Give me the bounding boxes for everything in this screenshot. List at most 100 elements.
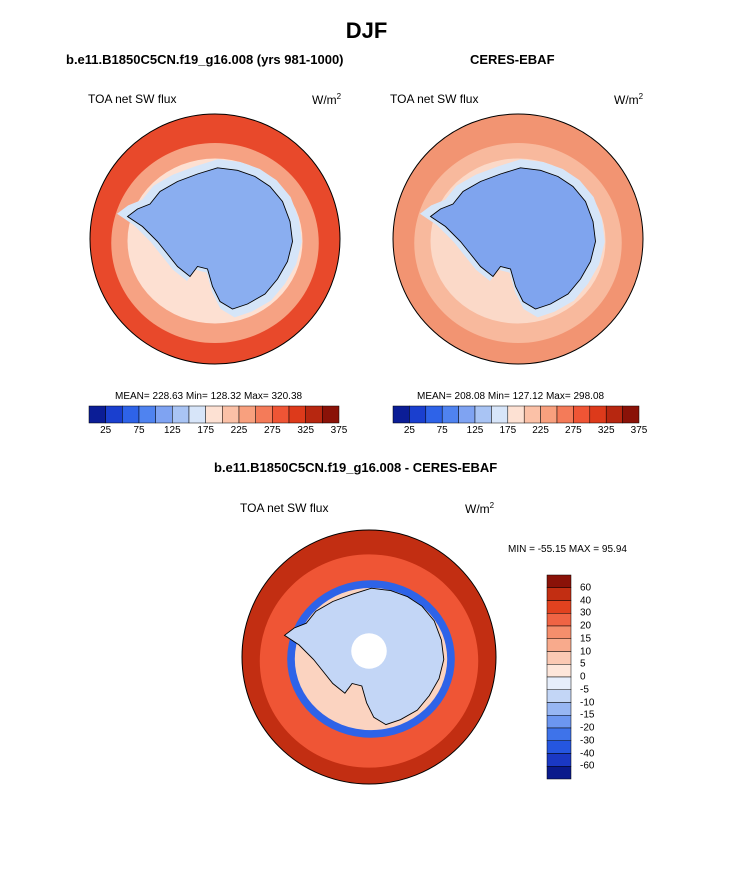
panel-1-colorbar-tick-label: 75 [133,425,145,436]
panel-2-stats: MEAN= 208.08 Min= 127.12 Max= 298.08 [417,391,605,402]
panel-1-map-border [89,113,341,365]
panel-1-colorbar-box [205,405,223,424]
diff-colorbar-tick-label: -10 [580,697,595,708]
panel-2-colorbar-tick-label: 125 [466,425,484,436]
diff-panel-variable: TOA net SW flux [240,501,329,515]
diff-colorbar-tick-label: -20 [580,722,595,734]
panel-1-colorbar-tick-label: 375 [330,425,348,436]
panel-2-title: CERES-EBAF [470,52,555,67]
panel-1-colorbar-tick-label: 25 [100,425,112,436]
diff-pole-area [351,633,387,669]
diff-map-border [241,529,497,785]
panel-2-colorbar-box [409,405,427,424]
panel-1-colorbar-box [138,405,156,424]
panel-2-colorbar-box [622,405,640,424]
panel-2-colorbar-tick-label: 75 [436,425,448,436]
panel-2-colorbar-box [605,405,623,424]
panel-2-colorbar [392,405,640,424]
panel-1-colorbar-box [222,405,240,424]
diff-colorbar-box [546,689,572,703]
panel-2-colorbar-box [474,405,492,424]
panel-1-colorbar-ticks: 25 75 125 175 225 275 325 375 [89,423,347,439]
panel-2-colorbar-box [507,405,525,424]
diff-colorbar-box [546,740,572,754]
diff-colorbar-labels: 60 40 30 20 15 10 5 0 -5 -10 -15 -20 -30 -40 -60 [580,575,620,779]
panel-1-title: b.e11.B1850C5CN.f19_g16.008 (yrs 981-100… [66,52,344,67]
panel-1-antarctica-coastline [126,167,293,310]
panel-1-colorbar-box [105,405,123,424]
panel-1-colorbar-box [288,405,306,424]
diff-colorbar-tick-label: 20 [580,620,592,632]
diff-colorbar-box [546,664,572,678]
panel-1-colorbar-tick-label: 175 [197,425,215,436]
panel-1-colorbar-box [255,405,273,424]
panel-2-colorbar-box [392,405,410,424]
panel-1-colorbar-tick-label: 125 [163,425,181,436]
panel-2-colorbar-tick-label: 175 [499,425,517,436]
panel-1-colorbar-tick-label: 275 [263,425,281,436]
diff-colorbar-box [546,727,572,741]
panel-1-colorbar-box [122,405,140,424]
diff-panel-title: b.e11.B1850C5CN.f19_g16.008 - CERES-EBAF [214,460,498,475]
panel-2-colorbar-box [589,405,607,424]
diff-colorbar-tick-label: -15 [580,709,595,721]
panel-1-colorbar-box [272,405,290,424]
diff-colorbar-box [546,638,572,652]
panel-1-colorbar-tick-label: 325 [297,425,315,436]
diff-colorbar-tick-label: 0 [580,671,586,683]
panel-1-units: W/m2 [312,92,342,107]
panel-1-colorbar-box [322,405,340,424]
diff-colorbar-tick-label: 60 [580,582,592,594]
diff-colorbar-box [546,715,572,729]
panel-2-colorbar-box [556,405,574,424]
diff-colorbar-tick-label: 15 [580,633,592,645]
panel-2-map-border [392,113,644,365]
panel-2-colorbar-box [425,405,443,424]
diff-colorbar-box [546,766,572,780]
panel-2-colorbar-tick-label: 25 [403,425,415,436]
diff-colorbar-box [546,574,572,588]
panel-2-variable: TOA net SW flux [390,92,479,106]
panel-1-colorbar [88,405,340,424]
panel-2-antarctica-coastline [429,167,596,310]
panel-1-colorbar-box [188,405,206,424]
panel-2-colorbar-box [441,405,459,424]
diff-colorbar-box [546,676,572,690]
panel-1-colorbar-box [88,405,106,424]
panel-2-units: W/m2 [614,92,644,107]
panel-1-colorbar-box [172,405,190,424]
panel-2-colorbar-tick-label: 225 [532,425,549,436]
panel-2-colorbar-ticks: 25 75 125 175 225 275 325 375 [393,423,648,439]
panel-2-colorbar-tick-label: 275 [565,425,582,436]
diff-colorbar-tick-label: 10 [580,646,592,657]
diff-colorbar-box [546,613,572,627]
diff-colorbar [546,574,572,780]
panel-1-stats: MEAN= 228.63 Min= 128.32 Max= 320.38 [115,391,303,402]
panel-1-colorbar-tick-label: 225 [230,425,248,436]
panel-2-colorbar-tick-label: 375 [630,425,648,436]
diff-panel-units: W/m2 [465,501,495,516]
panel-1-variable: TOA net SW flux [88,92,177,106]
diff-colorbar-box [546,625,572,639]
diff-colorbar-box [546,587,572,601]
panel-1-polar-map [89,113,341,365]
panel-2-colorbar-box [523,405,541,424]
diff-colorbar-box [546,651,572,665]
panel-2-colorbar-box [540,405,558,424]
diff-colorbar-tick-label: 40 [580,595,592,606]
diff-colorbar-tick-label: -30 [580,735,595,747]
panel-2-colorbar-tick-label: 325 [597,425,615,436]
diff-colorbar-box [546,600,572,614]
diff-colorbar-tick-label: 30 [580,607,592,619]
diff-colorbar-tick-label: 5 [580,658,586,670]
diff-colorbar-box [546,753,572,767]
diff-colorbar-box [546,702,572,716]
diff-colorbar-tick-label: -60 [580,760,595,772]
diff-colorbar-tick-label: -40 [580,748,595,759]
figure-title: DJF [345,18,388,43]
panel-2-polar-map [392,113,644,365]
panel-2-colorbar-box [491,405,509,424]
diff-colorbar-tick-label: -5 [580,684,589,696]
panel-1-colorbar-box [305,405,323,424]
panel-2-colorbar-box [458,405,476,424]
